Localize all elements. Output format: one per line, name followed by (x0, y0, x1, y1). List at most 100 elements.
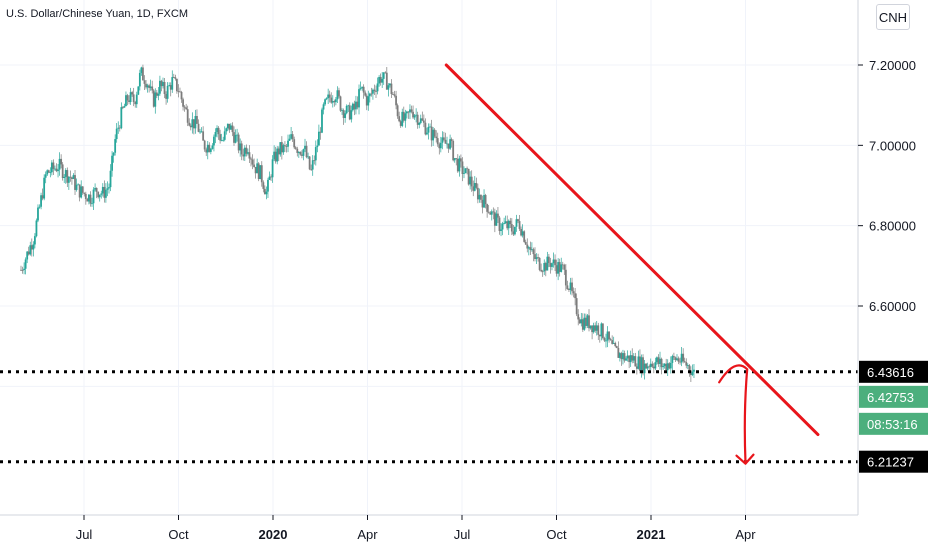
candle (24, 257, 27, 275)
candle (38, 204, 41, 209)
candle (473, 176, 476, 192)
candle (520, 226, 522, 237)
level-price-label[interactable]: 6.21237 (859, 450, 928, 473)
candle (128, 95, 130, 105)
candle (328, 90, 331, 103)
trendline[interactable] (444, 63, 820, 437)
candle (290, 127, 293, 140)
candle (80, 180, 83, 199)
candle (81, 186, 84, 195)
candle (399, 119, 402, 128)
candle (396, 103, 399, 119)
candle (61, 162, 64, 181)
candle (603, 336, 606, 343)
candle (169, 82, 172, 97)
candle (214, 128, 217, 144)
candle (149, 79, 152, 91)
candle (317, 124, 320, 146)
candle (344, 110, 347, 123)
time-axis[interactable]: Jul Oct 2020 Apr Jul Oct 2021 Apr (76, 515, 757, 542)
candle (20, 265, 22, 271)
projection-arrow-head (735, 453, 755, 465)
candle (248, 145, 251, 164)
candle (524, 239, 527, 245)
candle (444, 132, 447, 144)
candle (466, 166, 468, 175)
candle (483, 189, 485, 208)
candle (441, 131, 444, 150)
candle (230, 123, 232, 130)
candle (44, 171, 47, 184)
candle (83, 192, 86, 197)
candle (325, 97, 328, 101)
candle (608, 331, 610, 343)
candle (228, 123, 231, 133)
candle (284, 141, 286, 152)
candle (392, 92, 394, 95)
candle (276, 146, 279, 165)
candle (311, 155, 314, 176)
current-price-label[interactable]: 6.42753 (859, 385, 928, 408)
candle (646, 362, 649, 371)
candle (438, 142, 441, 155)
candle (450, 137, 453, 148)
candle (166, 82, 169, 103)
level-price-label[interactable]: 6.43616 (859, 360, 928, 383)
candle (203, 139, 206, 152)
candle (347, 104, 350, 112)
candle (240, 140, 243, 161)
candle (500, 223, 502, 237)
candle (84, 191, 87, 205)
candle (481, 195, 484, 214)
candle (29, 241, 32, 256)
candle (566, 280, 569, 290)
candle (484, 193, 487, 209)
candle (583, 313, 586, 331)
candle (106, 181, 109, 197)
candle (381, 72, 384, 88)
candle (259, 165, 262, 180)
candle (575, 293, 578, 317)
candle (395, 90, 397, 110)
candle (324, 98, 326, 106)
candle (676, 354, 678, 361)
candle (131, 90, 134, 97)
candle (387, 83, 390, 97)
candle (552, 252, 555, 268)
candle (523, 230, 526, 243)
candle (549, 257, 552, 274)
candle (469, 171, 472, 190)
candle (601, 323, 604, 340)
candle (594, 322, 597, 333)
candle (305, 141, 308, 159)
candle (614, 341, 617, 348)
candle (571, 277, 573, 296)
candle (416, 111, 419, 129)
candle (459, 154, 462, 168)
candle (671, 354, 674, 371)
candle (336, 86, 339, 104)
candle (659, 351, 661, 370)
countdown-label[interactable]: 08:53:16 (859, 412, 928, 435)
x-tick-label: 2021 (637, 527, 666, 542)
candle (213, 134, 215, 152)
candle (518, 215, 521, 231)
candle (331, 95, 334, 108)
candle (436, 132, 439, 147)
candle (506, 215, 509, 231)
candle (510, 218, 513, 236)
candle (503, 217, 506, 225)
candle (33, 233, 36, 249)
candle (54, 165, 56, 171)
candle (43, 174, 46, 201)
candle (693, 364, 695, 378)
price-axis[interactable]: 7.20000 7.00000 6.80000 6.60000 6.43616 6.212… (858, 58, 928, 473)
candle (223, 126, 226, 142)
candle (574, 288, 577, 306)
candle (217, 126, 220, 140)
currency-badge[interactable]: CNH (876, 4, 910, 30)
candle (250, 156, 252, 167)
candle (404, 109, 407, 128)
candle (55, 163, 58, 173)
